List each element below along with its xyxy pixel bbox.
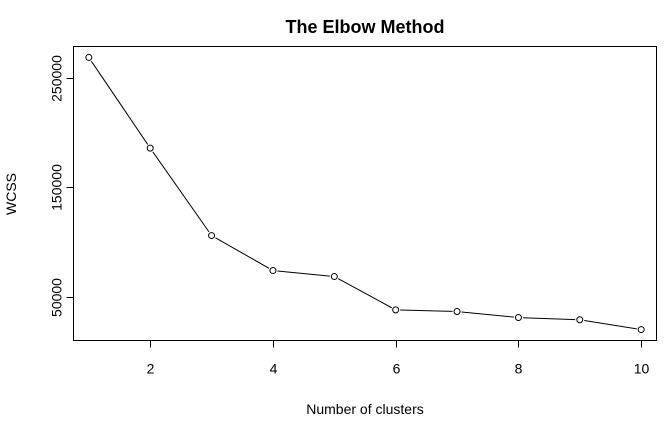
x-tick-label: 8 [515,361,523,377]
series-line-segment [90,60,149,145]
data-point [146,144,154,152]
data-point [392,306,400,314]
y-tick-label: 50000 [49,278,65,317]
y-axis-label: WCSS [3,173,19,215]
series-line-segment [584,319,637,330]
series-line-segment [338,278,392,309]
y-tick-label: 250000 [49,55,65,102]
series-line-segment [461,311,514,318]
data-point [637,326,645,334]
data-point [514,314,522,322]
x-axis-label: Number of clusters [306,401,423,417]
data-point [576,316,584,324]
data-point [208,232,216,240]
series-line-segment [215,237,270,269]
x-tick-label: 2 [147,361,155,377]
x-tick-label: 10 [634,361,650,377]
series-line-segment [400,309,453,312]
series-line-segment [277,270,330,277]
x-tick-label: 4 [270,361,278,377]
data-point [330,273,338,281]
data-point [269,267,277,275]
x-axis: 2 4 6 8 10 [147,340,650,377]
plot-frame [73,46,657,341]
data-point [85,53,93,61]
y-axis: 50000 150000 250000 [49,55,74,317]
y-tick-label: 150000 [49,164,65,211]
series-line-segment [522,317,576,321]
x-tick-label: 6 [393,361,401,377]
data-point [453,308,461,316]
series-line-segment [152,151,210,233]
series-wcss [85,53,645,334]
chart-title: The Elbow Method [286,17,445,37]
